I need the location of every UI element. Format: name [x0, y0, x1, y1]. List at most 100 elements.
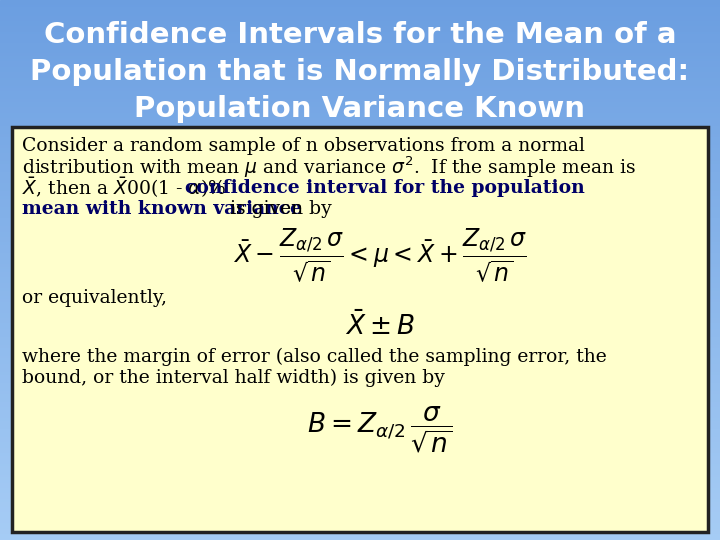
Bar [0, 410, 720, 413]
Bar [0, 224, 720, 227]
Bar [0, 297, 720, 300]
Bar [0, 230, 720, 232]
Bar [0, 500, 720, 502]
Bar [0, 189, 720, 192]
Bar [0, 294, 720, 297]
Bar [0, 243, 720, 246]
Text: distribution with mean $\mu$ and variance $\sigma^2$.  If the sample mean is: distribution with mean $\mu$ and varianc… [22, 154, 636, 180]
Bar [0, 38, 720, 40]
Bar [0, 116, 720, 119]
Bar [0, 278, 720, 281]
Bar [0, 221, 720, 224]
Bar [0, 119, 720, 122]
Bar [0, 73, 720, 76]
Bar [0, 292, 720, 294]
Bar [0, 256, 720, 259]
Bar [0, 108, 720, 111]
Text: $\bar{X} \pm B$: $\bar{X} \pm B$ [345, 310, 415, 340]
Bar [0, 429, 720, 432]
Bar [0, 437, 720, 440]
FancyBboxPatch shape [12, 127, 708, 532]
Text: Confidence Intervals for the Mean of a: Confidence Intervals for the Mean of a [44, 21, 676, 49]
Bar [0, 46, 720, 49]
Bar [0, 359, 720, 362]
Bar [0, 127, 720, 130]
Bar [0, 68, 720, 70]
Bar [0, 8, 720, 11]
Bar [0, 356, 720, 359]
Bar [0, 518, 720, 521]
Bar [0, 310, 720, 313]
Bar [0, 386, 720, 389]
Bar [0, 3, 720, 5]
Bar [0, 202, 720, 205]
Bar [0, 508, 720, 510]
Bar [0, 259, 720, 262]
Bar [0, 408, 720, 410]
Bar [0, 143, 720, 146]
Bar [0, 397, 720, 400]
Bar [0, 122, 720, 124]
Bar [0, 459, 720, 462]
Bar [0, 427, 720, 429]
Bar [0, 305, 720, 308]
Text: $\bar{X} - \dfrac{Z_{\alpha/2}\,\sigma}{\sqrt{n}} < \mu < \bar{X} + \dfrac{Z_{\a: $\bar{X} - \dfrac{Z_{\alpha/2}\,\sigma}{… [233, 226, 527, 284]
Bar [0, 494, 720, 497]
Bar [0, 24, 720, 27]
Bar [0, 62, 720, 65]
Text: $\bar{X}$, then a $\bar{X}$00(1 - $\alpha$)%: $\bar{X}$, then a $\bar{X}$00(1 - $\alph… [22, 176, 226, 200]
Bar [0, 413, 720, 416]
Bar [0, 219, 720, 221]
Bar [0, 76, 720, 78]
Bar [0, 84, 720, 86]
Bar [0, 381, 720, 383]
Bar [0, 16, 720, 19]
Bar [0, 235, 720, 238]
Bar [0, 418, 720, 421]
Bar [0, 167, 720, 170]
Bar [0, 178, 720, 181]
Bar [0, 30, 720, 32]
Bar [0, 321, 720, 324]
Bar [0, 529, 720, 532]
Text: is given by: is given by [230, 200, 332, 218]
Bar [0, 478, 720, 481]
Bar [0, 100, 720, 103]
Bar [0, 532, 720, 535]
Bar [0, 405, 720, 408]
Bar [0, 516, 720, 518]
Bar [0, 40, 720, 43]
Text: Population Variance Known: Population Variance Known [135, 95, 585, 123]
Bar [0, 14, 720, 16]
Bar [0, 443, 720, 445]
Bar [0, 472, 720, 475]
Bar [0, 113, 720, 116]
Bar [0, 130, 720, 132]
Bar [0, 319, 720, 321]
Bar [0, 86, 720, 89]
Bar [0, 111, 720, 113]
Bar [0, 11, 720, 14]
Bar [0, 70, 720, 73]
Text: $B = Z_{\alpha/2}\,\dfrac{\sigma}{\sqrt{n}}$: $B = Z_{\alpha/2}\,\dfrac{\sigma}{\sqrt{… [307, 404, 453, 455]
Bar [0, 132, 720, 135]
Bar [0, 313, 720, 316]
Bar [0, 424, 720, 427]
Bar [0, 59, 720, 62]
Bar [0, 335, 720, 338]
Bar [0, 435, 720, 437]
Bar [0, 105, 720, 108]
Bar [0, 289, 720, 292]
Bar [0, 154, 720, 157]
Bar [0, 470, 720, 472]
Bar [0, 181, 720, 184]
Bar [0, 300, 720, 302]
Bar [0, 513, 720, 516]
Bar [0, 248, 720, 251]
Bar [0, 197, 720, 200]
Bar [0, 92, 720, 94]
Bar [0, 103, 720, 105]
Bar [0, 254, 720, 256]
Bar [0, 227, 720, 229]
Bar [0, 146, 720, 148]
